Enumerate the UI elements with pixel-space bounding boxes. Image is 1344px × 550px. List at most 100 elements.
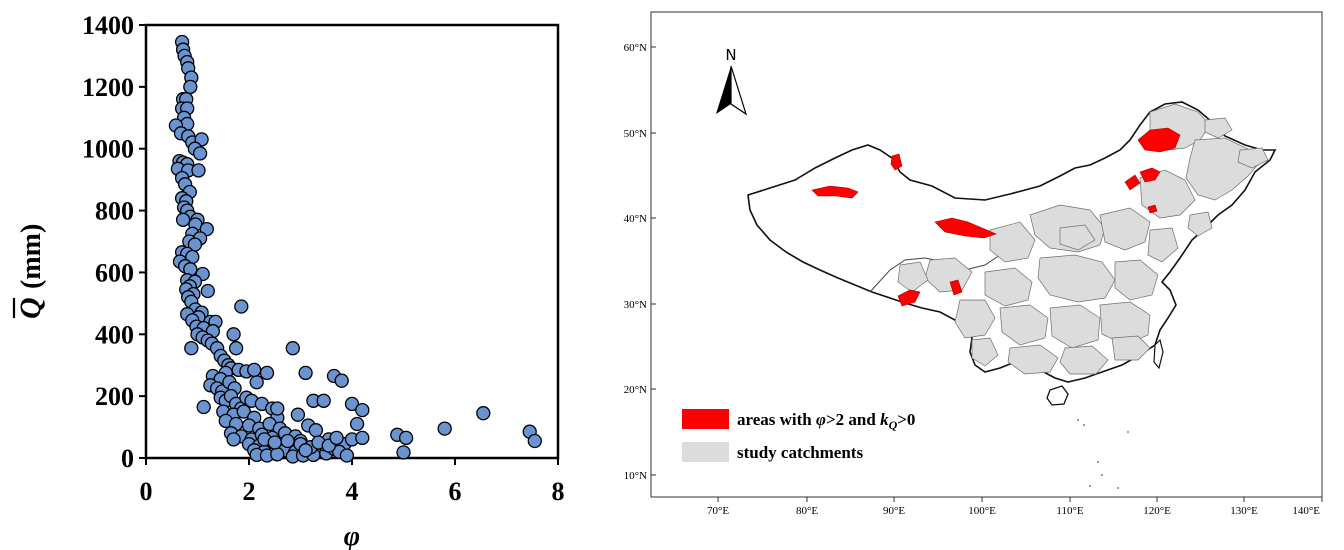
north-arrow-label: N	[725, 46, 736, 64]
x-tick-label: 8	[552, 477, 565, 506]
scatter-point	[334, 373, 349, 388]
scatter-point	[196, 399, 211, 415]
map-legend: areas with φ>2 and kQ>0 study catchments	[682, 409, 915, 462]
scatter-point	[270, 401, 285, 416]
south-sea-islands	[1077, 419, 1129, 489]
y-tick-label: 1200	[82, 73, 134, 102]
scatter-point	[398, 430, 414, 446]
scatter-point	[200, 283, 215, 299]
north-arrow: N	[716, 46, 748, 116]
latitude-label: 50°N	[624, 128, 647, 140]
y-tick-label: 800	[95, 197, 134, 226]
scatter-point	[191, 163, 206, 178]
scatter-point	[349, 416, 365, 432]
highlight-northeast-tail	[1124, 174, 1141, 191]
latitude-label: 20°N	[624, 384, 647, 396]
latitude-labels: 60°N 50°N 40°N 30°N 20°N 10°N	[624, 42, 656, 482]
highlight-tianshan-west	[811, 185, 859, 199]
scatter-point	[298, 365, 313, 381]
highlighted-areas	[811, 127, 1181, 307]
north-arrow-left-half	[716, 66, 731, 114]
x-tick-label: 2	[243, 477, 256, 506]
scatter-point	[437, 421, 452, 436]
study-catchments	[897, 103, 1269, 375]
scatter-point	[183, 79, 198, 95]
y-tick-label: 0	[121, 444, 134, 473]
scatter-point	[184, 341, 199, 356]
x-tick-label: 4	[346, 477, 359, 506]
longitude-label: 80°E	[796, 505, 818, 517]
scatter-point	[355, 402, 370, 418]
taiwan-island	[1153, 338, 1164, 370]
longitude-label: 140°E	[1292, 505, 1320, 517]
scatter-point	[308, 423, 324, 438]
scatter-point	[249, 375, 264, 390]
hainan-island	[1046, 385, 1069, 406]
scatter-point	[280, 433, 295, 449]
longitude-label: 110°E	[1056, 505, 1083, 517]
scatter-point	[175, 212, 191, 227]
highlight-liaoning	[1147, 204, 1158, 214]
scatter-point	[226, 432, 241, 447]
scatter-point	[228, 341, 244, 356]
y-tick-label: 1400	[82, 11, 134, 40]
scatter-point	[285, 341, 300, 356]
latitude-label: 40°N	[624, 213, 647, 225]
scatter-point	[192, 146, 208, 161]
scatter-point	[226, 327, 241, 342]
scatter-point	[290, 407, 306, 422]
y-axis-label: Q (mm)	[12, 224, 47, 319]
highlight-tibet	[897, 289, 921, 307]
y-tick-label: 200	[95, 382, 134, 411]
map-panel: 60°N 50°N 40°N 30°N 20°N 10°N 70°E 80°E 90°E 100…	[624, 11, 1323, 517]
x-tick-label: 0	[140, 477, 153, 506]
scatter-x-tick-labels: 0 2 4 6 8	[140, 477, 565, 506]
y-axis-label-symbol: Q	[14, 297, 47, 319]
latitude-label: 10°N	[624, 470, 647, 482]
longitude-label: 100°E	[968, 505, 996, 517]
longitude-label: 130°E	[1230, 505, 1258, 517]
scatter-chart: 0 200 400 600 800 1000 1200 1400 0 2 4 6 8 φ Q (mm)	[12, 11, 565, 550]
highlight-northeast	[1137, 127, 1181, 153]
x-tick-label: 6	[449, 477, 462, 506]
scatter-point	[259, 365, 275, 381]
scatter-point	[247, 362, 262, 378]
highlight-northeast-small	[1139, 167, 1161, 183]
x-axis-label: φ	[344, 521, 360, 550]
scatter-point	[329, 430, 344, 446]
scatter-point	[234, 299, 249, 314]
scatter-points	[168, 34, 542, 464]
legend-swatch-highlight	[682, 409, 729, 429]
legend-label-highlight: areas with φ>2 and kQ>0	[737, 410, 915, 432]
y-axis-label-unit: (mm)	[16, 224, 47, 289]
scatter-point	[476, 406, 491, 421]
longitude-labels: 70°E 80°E 90°E 100°E 110°E 120°E 130°E 140°E	[707, 497, 1323, 517]
highlight-hengduan	[949, 279, 963, 296]
longitude-label: 120°E	[1143, 505, 1171, 517]
scatter-point	[527, 433, 542, 449]
y-tick-label: 400	[95, 320, 134, 349]
highlight-tianshan-east	[934, 217, 997, 239]
scatter-y-tick-labels: 0 200 400 600 800 1000 1200 1400	[82, 11, 134, 473]
scatter-plot-area	[144, 23, 560, 460]
latitude-label: 30°N	[624, 299, 647, 311]
scatter-point	[316, 393, 331, 408]
scatter-point	[270, 447, 285, 462]
legend-swatch-catchments	[682, 442, 729, 462]
legend-label-catchments: study catchments	[737, 443, 863, 462]
y-tick-label: 1000	[82, 135, 134, 164]
y-tick-label: 600	[95, 258, 134, 287]
scatter-point	[355, 430, 370, 446]
scatter-point	[344, 396, 360, 412]
scatter-point	[236, 404, 251, 419]
scatter-point	[298, 443, 313, 458]
north-arrow-right-half	[730, 65, 748, 116]
longitude-label: 70°E	[707, 505, 729, 517]
scatter-point	[267, 435, 282, 450]
scatter-point	[396, 445, 411, 460]
scatter-point	[339, 448, 355, 463]
longitude-label: 90°E	[883, 505, 905, 517]
latitude-label: 60°N	[624, 42, 647, 54]
highlight-altay	[890, 153, 903, 171]
